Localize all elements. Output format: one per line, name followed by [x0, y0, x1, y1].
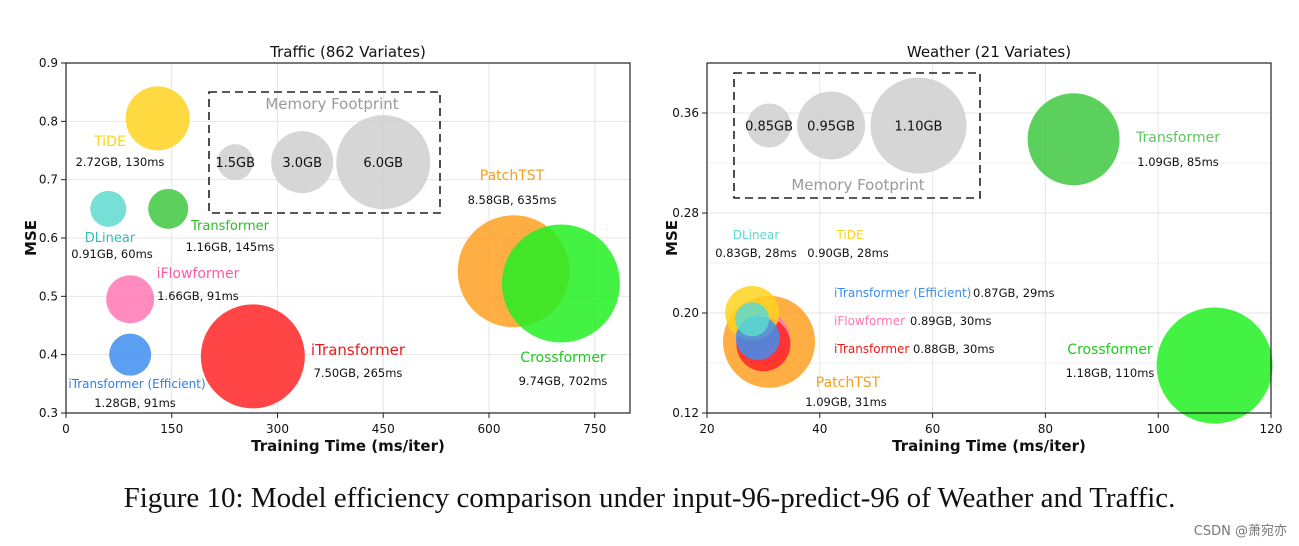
label-tide: TiDE — [93, 134, 126, 150]
y-tick-label: 0.4 — [39, 348, 58, 362]
y-tick-label: 0.8 — [39, 114, 58, 128]
memory-legend-box — [208, 91, 441, 214]
x-tick-label: 20 — [699, 422, 714, 436]
y-tick-label: 0.3 — [39, 406, 58, 420]
detail-transformer: 1.16GB, 145ms — [186, 240, 275, 254]
detail-transformer: 1.09GB, 85ms — [1137, 155, 1219, 169]
detail-dlinear: 0.83GB, 28ms — [715, 246, 797, 260]
detail-tide: 2.72GB, 130ms — [76, 155, 165, 169]
x-tick-label: 80 — [1038, 422, 1053, 436]
label-patchtst: PatchTST — [480, 168, 545, 184]
y-axis-label: MSE — [663, 220, 681, 256]
x-tick-label: 300 — [266, 422, 289, 436]
detail-itransformer: 0.88GB, 30ms — [913, 342, 995, 356]
label-itransformer: iTransformer — [311, 341, 406, 359]
chart-title: Weather (21 Variates) — [907, 43, 1071, 61]
bubble-tide — [125, 86, 190, 151]
memory-legend-bubble — [217, 144, 254, 181]
x-tick-label: 150 — [160, 422, 183, 436]
label-iflowformer: iFlowformer — [834, 314, 905, 328]
label-crossformer: Crossformer — [1067, 342, 1153, 358]
memory-legend-title: Memory Footprint — [265, 95, 398, 113]
label-transformer: Transformer — [190, 219, 270, 234]
y-tick-label: 0.5 — [39, 289, 58, 303]
detail-dlinear: 0.91GB, 60ms — [71, 247, 153, 261]
y-tick-label: 0.7 — [39, 173, 58, 187]
detail-iflowformer: 1.66GB, 91ms — [157, 289, 239, 303]
memory-legend-label: 0.85GB — [745, 120, 793, 135]
label-itransformer-efficient: iTransformer (Efficient) — [68, 377, 205, 391]
y-tick-label: 0.6 — [39, 231, 58, 245]
x-tick-label: 0 — [62, 422, 70, 436]
x-tick-label: 450 — [372, 422, 395, 436]
bubble-itransformer — [200, 304, 305, 409]
x-tick-label: 60 — [925, 422, 940, 436]
y-axis-label: MSE — [22, 220, 40, 256]
label-transformer: Transformer — [1135, 130, 1220, 146]
bubble-dlinear — [735, 302, 770, 337]
bubble-dlinear — [90, 190, 127, 227]
figure-caption: Figure 10: Model efficiency comparison u… — [123, 482, 1176, 514]
label-crossformer: Crossformer — [520, 350, 606, 366]
plot-frame — [706, 62, 1272, 414]
label-iflowformer: iFlowformer — [157, 266, 240, 282]
detail-iflowformer: 0.89GB, 30ms — [910, 314, 992, 328]
y-tick-label: 0.9 — [39, 56, 58, 70]
y-tick-label: 0.12 — [672, 406, 699, 420]
detail-itransformer-efficient: 1.28GB, 91ms — [94, 396, 176, 410]
detail-crossformer: 1.18GB, 110ms — [1066, 366, 1155, 380]
bubble-iflowformer — [106, 275, 155, 324]
detail-tide: 0.90GB, 28ms — [807, 246, 889, 260]
memory-legend-label: 6.0GB — [363, 156, 403, 171]
memory-legend-label: 0.95GB — [807, 120, 855, 135]
x-tick-label: 40 — [812, 422, 827, 436]
x-axis-label: Training Time (ms/iter) — [892, 437, 1086, 455]
memory-legend-bubble — [870, 77, 967, 174]
memory-legend-bubble — [747, 103, 792, 148]
detail-patchtst: 8.58GB, 635ms — [468, 193, 557, 207]
watermark: CSDN @萧宛亦 — [1193, 524, 1287, 539]
bubble-transformer — [148, 188, 189, 229]
detail-itransformer-efficient: 0.87GB, 29ms — [973, 286, 1055, 300]
memory-legend-box — [733, 72, 981, 199]
bubble-crossformer — [1156, 307, 1273, 424]
memory-legend-label: 1.5GB — [215, 156, 255, 171]
detail-patchtst: 1.09GB, 31ms — [805, 395, 887, 409]
x-tick-label: 750 — [583, 422, 606, 436]
y-tick-label: 0.28 — [672, 206, 699, 220]
x-tick-label: 120 — [1260, 422, 1283, 436]
x-axis-label: Training Time (ms/iter) — [251, 437, 445, 455]
bubble-itransformer-efficient — [109, 333, 152, 376]
memory-legend-label: 1.10GB — [895, 120, 943, 135]
x-tick-label: 100 — [1147, 422, 1170, 436]
detail-crossformer: 9.74GB, 702ms — [519, 374, 608, 388]
bubble-crossformer — [501, 224, 620, 343]
bubble-transformer — [1027, 93, 1120, 186]
label-dlinear: DLinear — [85, 231, 136, 246]
memory-legend-bubble — [336, 115, 431, 210]
memory-legend-title: Memory Footprint — [791, 176, 924, 194]
label-itransformer: iTransformer — [834, 342, 909, 356]
label-dlinear: DLinear — [733, 228, 780, 242]
label-itransformer-efficient: iTransformer (Efficient) — [834, 286, 971, 300]
y-tick-label: 0.20 — [672, 306, 699, 320]
memory-legend-bubble — [797, 91, 866, 160]
label-tide: TiDE — [835, 228, 863, 242]
memory-legend-bubble — [271, 131, 334, 194]
memory-legend-label: 3.0GB — [282, 156, 322, 171]
detail-itransformer: 7.50GB, 265ms — [314, 366, 403, 380]
x-tick-label: 600 — [478, 422, 501, 436]
label-patchtst: PatchTST — [816, 375, 881, 391]
chart-title: Traffic (862 Variates) — [269, 43, 426, 61]
y-tick-label: 0.36 — [672, 106, 699, 120]
